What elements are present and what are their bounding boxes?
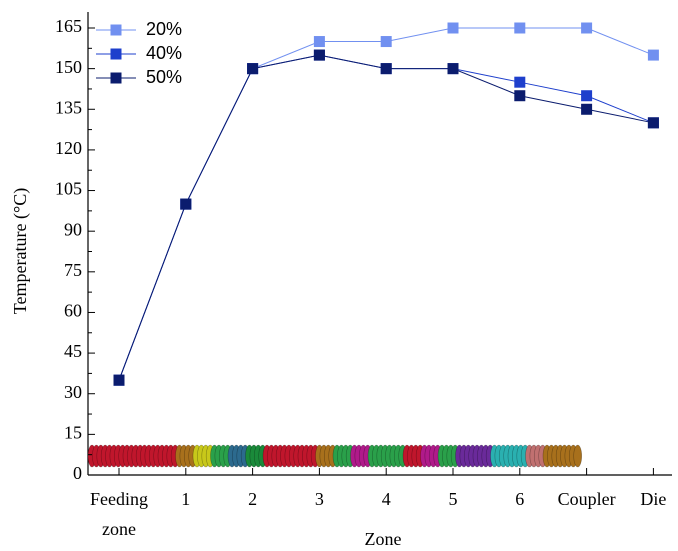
legend-marker <box>110 72 122 84</box>
x-tick-label: Coupler <box>557 489 616 509</box>
series-line <box>118 54 654 381</box>
y-axis-title: Temperature (°C) <box>10 188 31 314</box>
y-tick-label: 120 <box>55 138 82 158</box>
data-point <box>180 198 192 210</box>
data-point <box>647 49 659 61</box>
y-tick-label: 0 <box>73 463 82 483</box>
data-point <box>581 90 593 102</box>
data-point <box>247 63 259 75</box>
screw-flight <box>573 444 583 468</box>
y-tick-label: 165 <box>55 16 82 36</box>
data-point <box>514 76 526 88</box>
x-tick-label: 2 <box>248 489 258 509</box>
data-point <box>514 22 526 34</box>
y-tick-label: 60 <box>64 301 82 321</box>
x-tick-label: Feeding zone <box>90 489 148 539</box>
data-point <box>313 49 325 61</box>
y-tick-label: 150 <box>55 57 82 77</box>
x-tick-label: 6 <box>515 489 525 509</box>
y-tick-label: 15 <box>64 422 82 442</box>
series-line <box>118 54 654 381</box>
y-tick-label: 30 <box>64 382 82 402</box>
y-tick-label: 90 <box>64 219 82 239</box>
legend-label: 20% <box>146 19 182 39</box>
screw-illustration <box>87 444 583 468</box>
data-point <box>447 22 459 34</box>
x-tick-label: 3 <box>314 489 324 509</box>
x-axis-title: Zone <box>365 529 402 549</box>
x-tick-label: 5 <box>448 489 458 509</box>
data-point <box>380 36 392 48</box>
y-tick-label: 45 <box>64 341 82 361</box>
data-point <box>514 90 526 102</box>
x-tick-label: 4 <box>381 489 391 509</box>
data-point <box>313 36 325 48</box>
legend-marker <box>110 24 122 36</box>
data-point <box>581 22 593 34</box>
data-point <box>647 117 659 129</box>
series-line <box>118 27 654 381</box>
x-tick-label: Die <box>640 489 667 509</box>
data-point <box>113 374 125 386</box>
legend-label: 40% <box>146 43 182 63</box>
y-tick-label: 105 <box>55 179 82 199</box>
y-tick-label: 135 <box>55 97 82 117</box>
y-tick-label: 75 <box>64 260 82 280</box>
data-point <box>380 63 392 75</box>
data-point <box>581 103 593 115</box>
x-tick-label: 1 <box>181 489 191 509</box>
legend-marker <box>110 48 122 60</box>
legend-label: 50% <box>146 67 182 87</box>
data-point <box>447 63 459 75</box>
